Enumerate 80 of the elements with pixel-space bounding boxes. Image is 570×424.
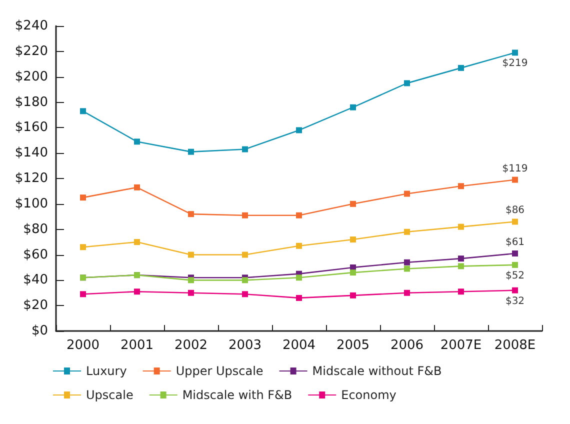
point: [458, 183, 464, 190]
point: [458, 256, 464, 262]
legend-label: Upper Upscale: [176, 364, 264, 378]
point: [404, 290, 410, 296]
y-tick-label: $100: [14, 196, 48, 212]
y-tick-label: $200: [14, 69, 48, 84]
point: [188, 252, 194, 258]
point: [512, 250, 518, 256]
point: [296, 127, 302, 134]
x-tick-label: 2000: [66, 338, 100, 353]
legend-label: Luxury: [86, 364, 127, 378]
point: [404, 190, 410, 197]
x-tick-label: 2002: [174, 338, 208, 353]
point: [458, 288, 464, 295]
y-tick-label: $120: [14, 171, 48, 186]
data-label: $32: [505, 296, 525, 307]
data-label: $61: [505, 236, 525, 248]
point: [458, 224, 464, 230]
point: [296, 294, 302, 301]
point: [80, 108, 86, 114]
point: [134, 288, 140, 295]
point: [80, 291, 86, 298]
y-tick-label: $140: [14, 146, 48, 161]
y-tick-label: $60: [23, 247, 48, 262]
point: [404, 266, 410, 272]
data-label: $52: [505, 270, 525, 282]
x-tick-label: 2003: [228, 338, 262, 353]
y-tick-label: $40: [23, 272, 48, 288]
y-tick-label: $80: [23, 222, 48, 237]
point: [80, 244, 86, 250]
data-label: $86: [505, 205, 525, 216]
y-tick-label: $180: [14, 94, 48, 110]
x-tick-label: 2005: [336, 338, 370, 353]
point: [404, 259, 410, 266]
y-tick-label: $20: [23, 298, 48, 314]
point: [188, 148, 194, 155]
point: [134, 239, 140, 246]
x-tick-label: 2007E: [440, 338, 482, 353]
point: [188, 290, 194, 296]
legend-label: Midscale with F&B: [182, 388, 292, 402]
point: [512, 287, 518, 294]
x-tick-label: 2001: [120, 338, 154, 353]
x-tick-label: 2006: [390, 338, 424, 353]
point: [350, 236, 356, 242]
point: [242, 291, 248, 298]
point: [512, 262, 518, 268]
point: [188, 277, 194, 284]
point: [296, 274, 302, 281]
x-tick-label: 2004: [282, 338, 316, 353]
point: [350, 200, 356, 207]
legend-label: Midscale without F&B: [312, 364, 442, 378]
point: [242, 277, 248, 284]
point: [242, 146, 248, 152]
point: [512, 176, 518, 183]
y-tick-label: $240: [14, 18, 48, 34]
x-tick-label: 2008E: [494, 338, 536, 353]
point: [350, 270, 356, 276]
point: [350, 104, 356, 110]
y-tick-label: $0: [31, 324, 48, 338]
point: [512, 218, 518, 225]
point: [350, 292, 356, 298]
y-tick-label: $220: [14, 44, 48, 59]
point: [134, 138, 140, 145]
data-label: $219: [502, 58, 528, 70]
y-tick-label: $160: [14, 120, 48, 136]
point: [80, 194, 86, 201]
point: [242, 252, 248, 258]
point: [404, 80, 410, 86]
point: [296, 242, 302, 249]
point: [512, 50, 518, 56]
point: [296, 212, 302, 218]
point: [188, 211, 194, 218]
point: [458, 64, 464, 71]
legend-label: Economy: [341, 388, 396, 402]
point: [458, 263, 464, 270]
point: [404, 228, 410, 235]
point: [134, 184, 140, 190]
data-label: $119: [502, 163, 528, 174]
legend-label: Upscale: [86, 388, 134, 402]
point: [242, 212, 248, 218]
